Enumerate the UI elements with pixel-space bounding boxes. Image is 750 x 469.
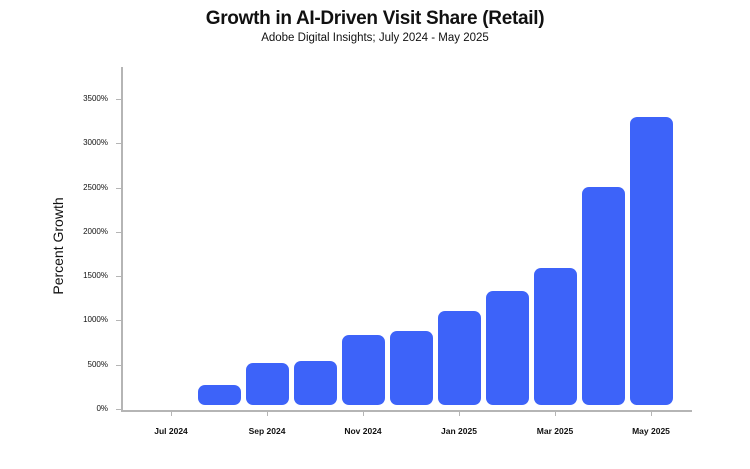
y-tick-label: 1000%	[83, 315, 108, 325]
chart-subtitle: Adobe Digital Insights; July 2024 - May …	[261, 32, 489, 44]
x-tick	[171, 411, 172, 416]
bar-apr-2025	[582, 187, 625, 405]
x-tick	[459, 411, 460, 416]
bar-dec-2024	[390, 331, 433, 405]
y-tick	[116, 276, 121, 278]
y-tick	[116, 409, 121, 410]
y-tick-label: 0%	[96, 404, 108, 413]
bar-oct-2024	[294, 361, 337, 405]
y-tick-label: 500%	[87, 359, 108, 369]
x-tick	[555, 411, 556, 416]
chart-title: Growth in AI-Driven Visit Share (Retail)	[205, 8, 545, 29]
x-tick-label: Nov 2024	[344, 426, 382, 436]
x-tick	[651, 411, 652, 416]
x-tick-label: Jul 2024	[154, 426, 188, 436]
x-axis-line	[121, 410, 692, 412]
x-tick-label: Jan 2025	[441, 426, 477, 436]
bar-feb-2025	[486, 291, 529, 405]
bar-jan-2025	[438, 311, 481, 405]
x-tick	[363, 411, 364, 416]
y-tick-label: 1500%	[83, 271, 108, 281]
y-tick-label: 2500%	[83, 182, 108, 192]
y-tick	[116, 231, 121, 233]
y-tick-label: 3000%	[83, 138, 108, 148]
y-tick	[116, 320, 121, 322]
y-tick	[116, 364, 121, 366]
y-tick-label: 2000%	[83, 226, 108, 236]
y-tick	[116, 99, 121, 100]
bar-sep-2024	[246, 362, 289, 405]
y-axis-line	[121, 67, 123, 410]
x-tick-label: Mar 2025	[536, 426, 574, 436]
x-tick-label: Sep 2024	[248, 426, 286, 436]
x-tick-label: May 2025	[632, 426, 670, 436]
y-axis-label: Percent Growth	[50, 197, 66, 295]
x-tick	[267, 411, 268, 416]
bar-mar-2025	[534, 268, 577, 405]
bar-may-2025	[630, 117, 673, 405]
y-tick	[116, 143, 121, 145]
y-tick	[116, 187, 121, 189]
bar-nov-2024	[342, 335, 385, 405]
bar-aug-2024	[198, 385, 241, 405]
y-tick-label: 3500%	[83, 94, 108, 103]
